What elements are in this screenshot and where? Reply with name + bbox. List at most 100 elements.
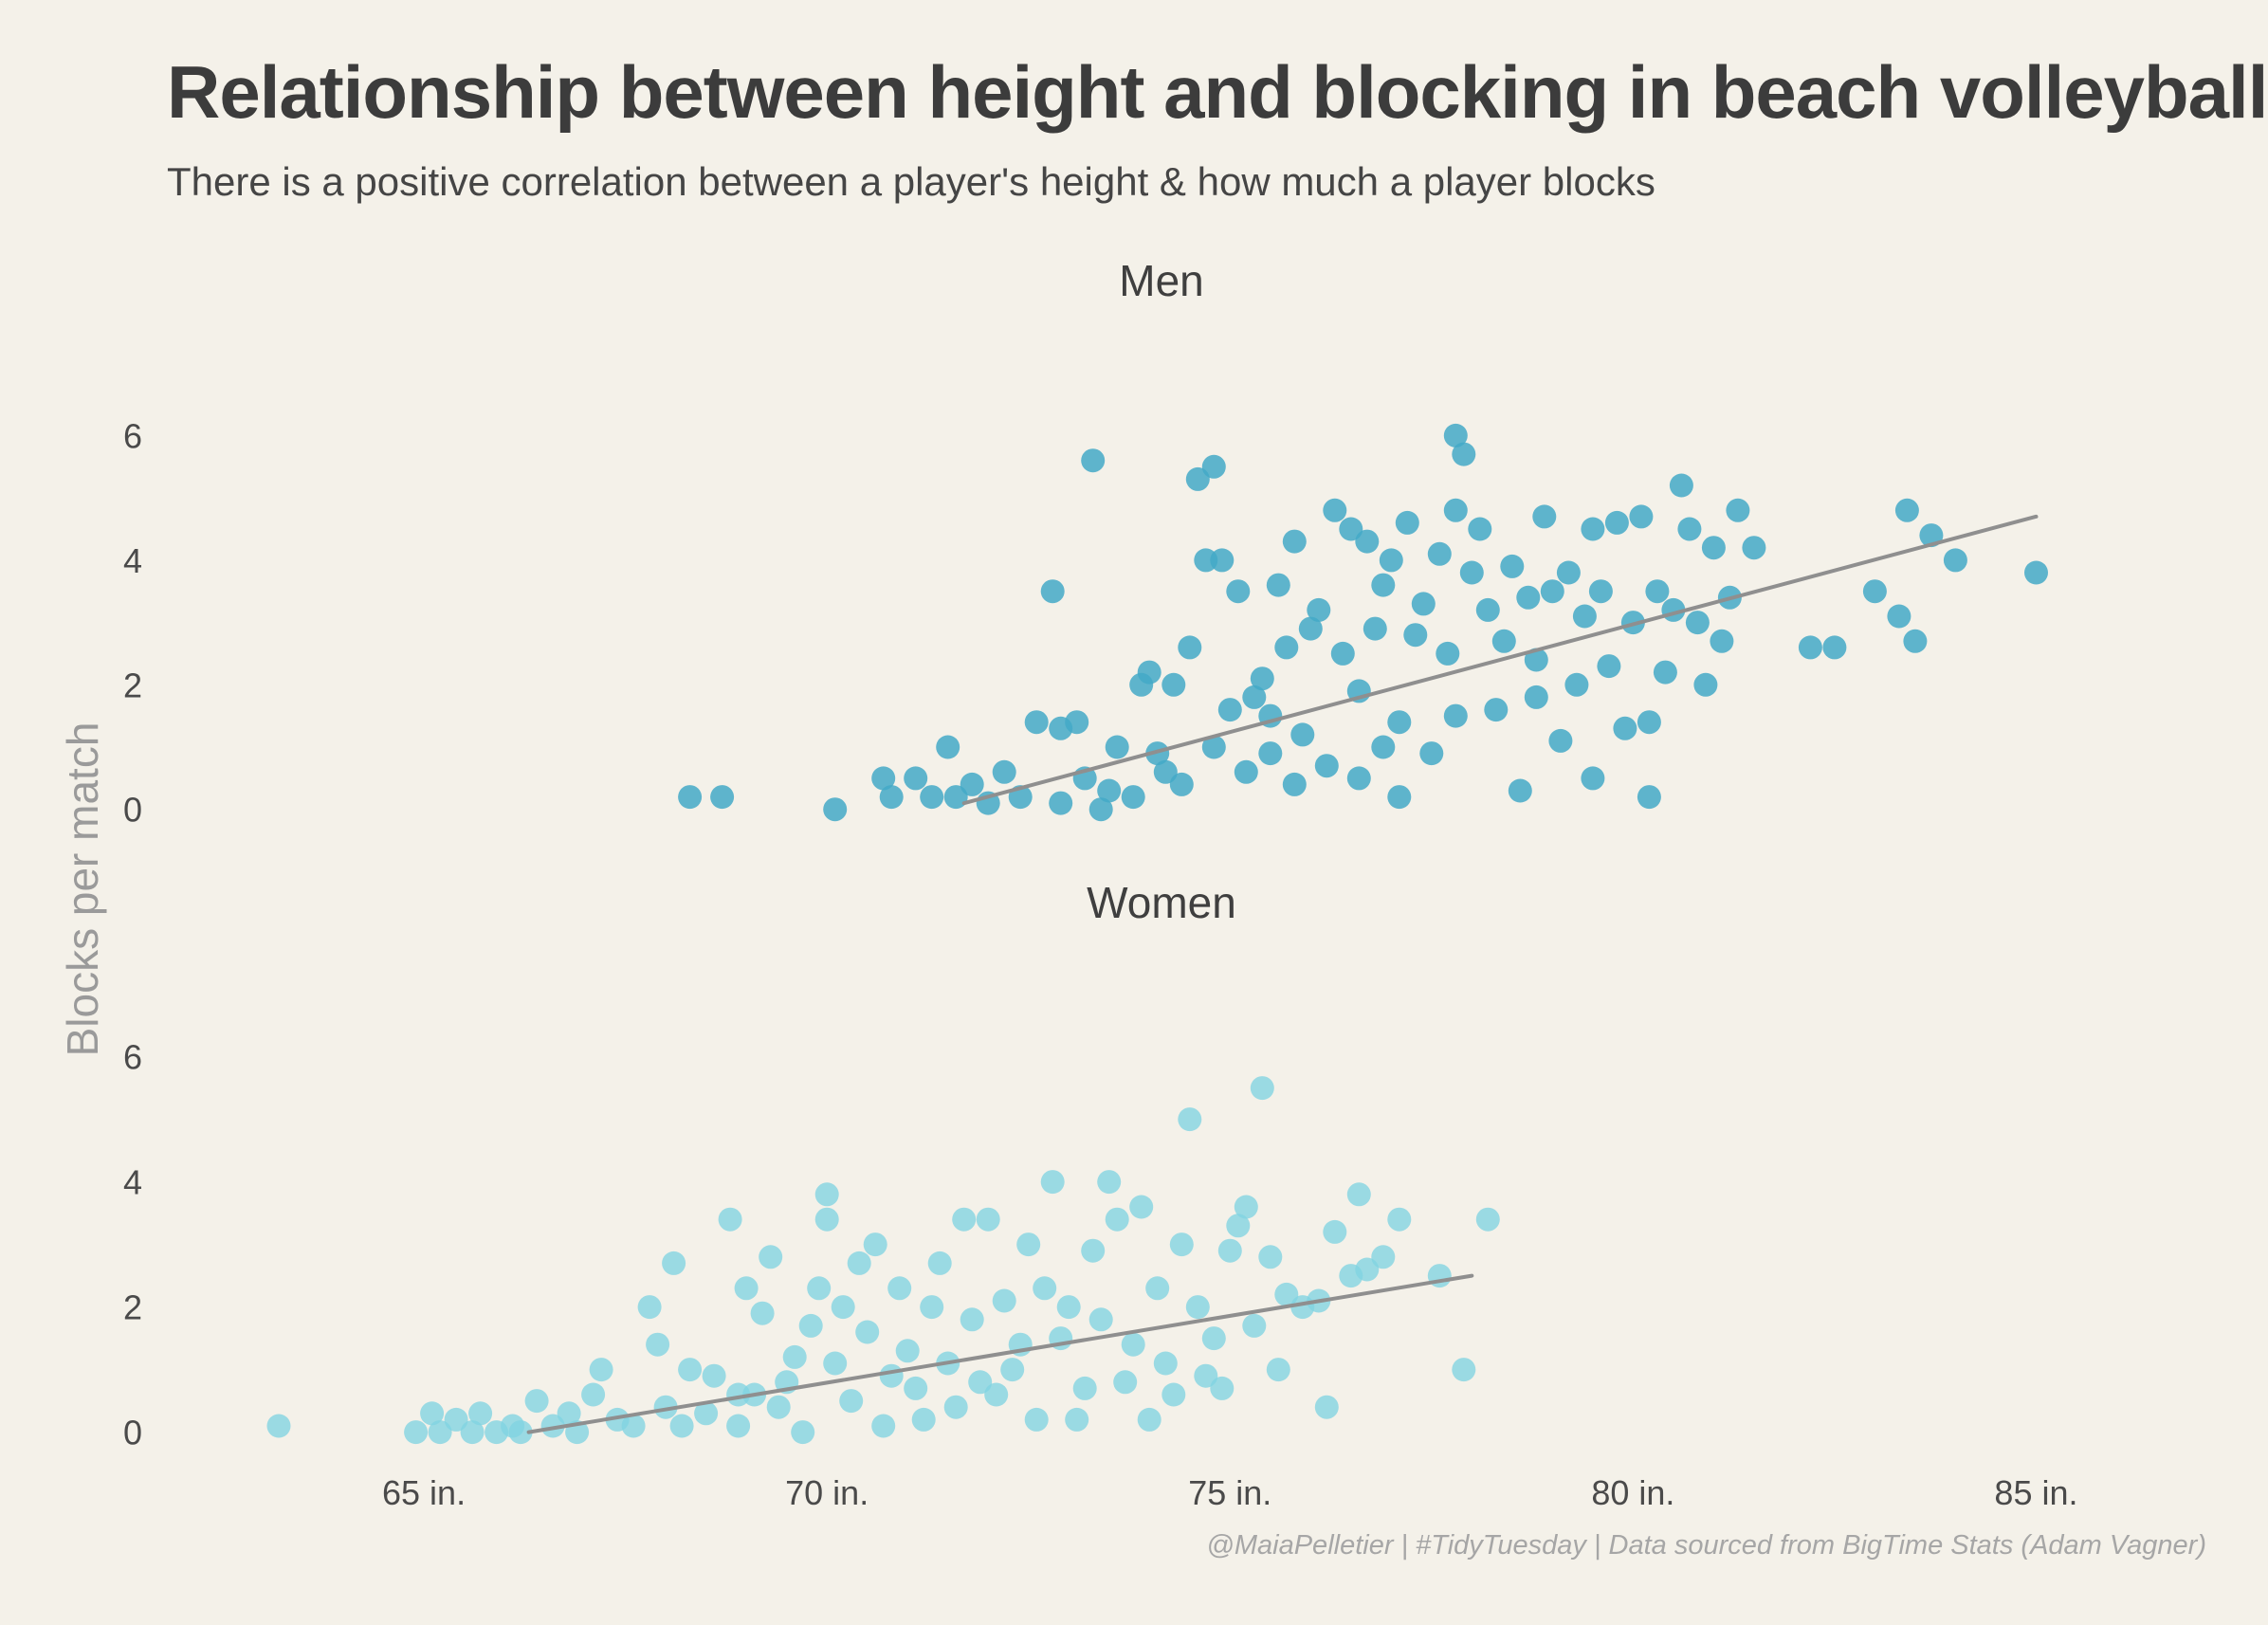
- data-point: [814, 1182, 839, 1207]
- data-point: [266, 1414, 291, 1438]
- data-point: [1443, 423, 1468, 447]
- data-point: [581, 1382, 606, 1407]
- data-point: [904, 1376, 928, 1400]
- data-point: [1379, 548, 1403, 573]
- data-point: [1645, 579, 1670, 604]
- data-point: [1637, 710, 1661, 735]
- data-point: [1524, 685, 1548, 709]
- data-point: [1072, 1376, 1097, 1400]
- data-point: [960, 772, 984, 796]
- data-point: [726, 1414, 751, 1438]
- chart-title: Relationship between height and blocking…: [167, 50, 2268, 134]
- data-point: [968, 1370, 993, 1395]
- data-point: [1484, 698, 1509, 722]
- data-point: [1862, 579, 1887, 604]
- data-point: [1613, 716, 1637, 740]
- data-point: [1290, 722, 1315, 747]
- data-point: [943, 1395, 968, 1419]
- data-point: [1339, 517, 1363, 541]
- data-point: [920, 1295, 944, 1320]
- data-point: [1491, 629, 1516, 653]
- data-point: [1298, 616, 1323, 641]
- data-point: [831, 1295, 855, 1320]
- data-point: [1250, 666, 1274, 691]
- data-point: [1403, 623, 1428, 648]
- y-tick-label: 6: [123, 416, 142, 455]
- y-tick-label: 4: [123, 541, 142, 580]
- y-tick-label: 0: [123, 1414, 142, 1452]
- data-point: [871, 1414, 896, 1438]
- data-point: [1153, 759, 1178, 784]
- data-point: [524, 1389, 549, 1414]
- data-point: [1468, 517, 1492, 541]
- data-point: [1693, 672, 1718, 697]
- data-point: [1629, 504, 1654, 529]
- data-point: [1049, 791, 1073, 815]
- data-point: [863, 1232, 887, 1257]
- data-point: [1081, 1238, 1106, 1263]
- data-point: [1033, 1276, 1057, 1301]
- data-point: [1943, 548, 1967, 573]
- data-point: [468, 1401, 493, 1426]
- data-point: [1540, 579, 1564, 604]
- data-point: [1323, 1219, 1347, 1244]
- trend-line: [526, 1273, 1474, 1434]
- data-point: [1065, 710, 1089, 735]
- data-point: [887, 1276, 912, 1301]
- data-point: [1371, 735, 1396, 759]
- data-point: [1161, 1382, 1186, 1407]
- data-point: [420, 1401, 445, 1426]
- data-point: [1387, 785, 1412, 810]
- data-point: [1710, 629, 1734, 653]
- data-point: [1201, 1326, 1226, 1351]
- data-point: [444, 1407, 468, 1432]
- data-point: [1452, 442, 1476, 466]
- data-point: [1097, 778, 1122, 803]
- data-point: [807, 1276, 832, 1301]
- data-point: [1346, 766, 1371, 791]
- data-point: [718, 1207, 742, 1232]
- data-point: [678, 1358, 703, 1382]
- x-tick-label: 65 in.: [382, 1473, 466, 1512]
- data-point: [984, 1382, 1009, 1407]
- data-point: [791, 1420, 815, 1445]
- data-point: [1653, 660, 1677, 685]
- data-point: [1258, 1245, 1283, 1269]
- chart-subtitle: There is a positive correlation between …: [167, 159, 1655, 204]
- y-axis-title: Blocks per match: [58, 722, 107, 1057]
- data-point: [847, 1251, 871, 1275]
- data-point: [1000, 1358, 1025, 1382]
- data-point: [1185, 466, 1210, 491]
- data-point: [1395, 510, 1419, 535]
- data-point: [1040, 579, 1065, 604]
- data-point: [1516, 585, 1541, 610]
- data-point: [1726, 498, 1750, 522]
- data-point: [782, 1344, 807, 1369]
- data-point: [1065, 1407, 1089, 1432]
- data-point: [508, 1420, 533, 1445]
- data-point: [1314, 1395, 1339, 1419]
- data-point: [1371, 573, 1396, 597]
- data-point: [653, 1395, 678, 1419]
- data-point: [702, 1363, 726, 1388]
- data-point: [992, 759, 1016, 784]
- data-point: [589, 1358, 613, 1382]
- data-point: [1105, 1207, 1129, 1232]
- data-point: [1234, 759, 1258, 784]
- data-point: [1266, 1358, 1290, 1382]
- panel-title: Men: [1119, 256, 1203, 305]
- data-point: [895, 1339, 920, 1363]
- data-point: [855, 1320, 880, 1344]
- data-point: [1161, 672, 1186, 697]
- data-point: [1145, 1276, 1170, 1301]
- data-point: [1024, 1407, 1049, 1432]
- data-point: [669, 1414, 694, 1438]
- data-point: [1443, 498, 1468, 522]
- data-point: [1572, 604, 1597, 629]
- data-point: [1564, 672, 1589, 697]
- data-point: [1217, 698, 1242, 722]
- data-point: [662, 1251, 686, 1275]
- data-point: [1701, 536, 1726, 560]
- data-point: [1040, 1170, 1065, 1195]
- data-point: [1411, 592, 1436, 616]
